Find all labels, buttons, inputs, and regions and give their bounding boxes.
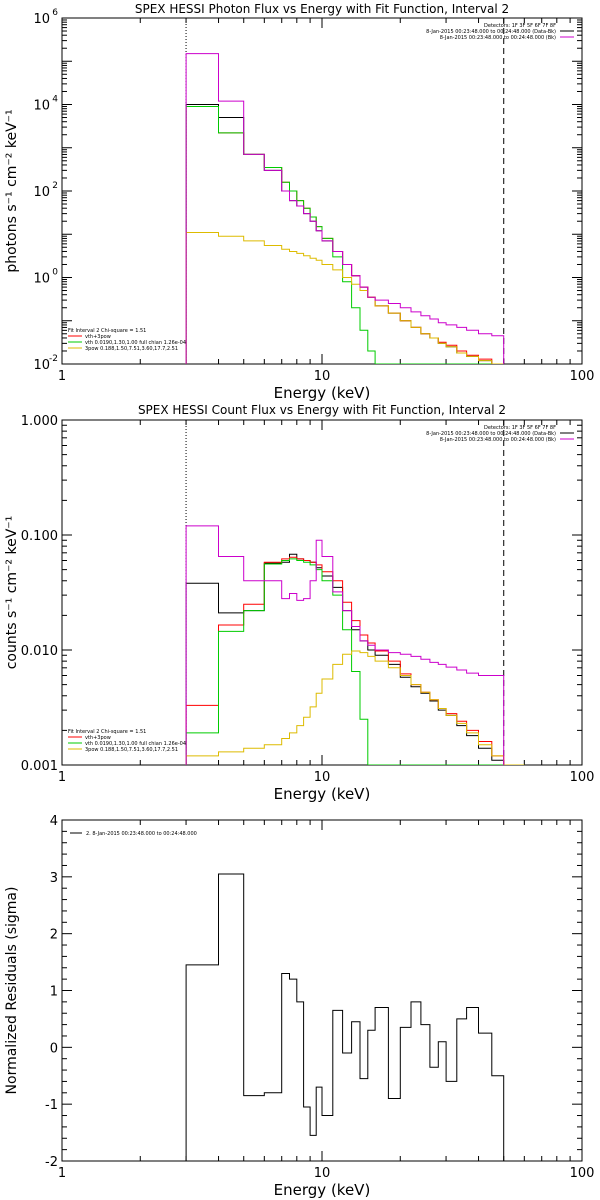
series-data-bk — [185, 553, 505, 765]
legend-entry: Fit Interval 2 Chi-square = 1.51 — [68, 328, 146, 334]
count-flux-panel: SPEX HESSI Count Flux vs Energy with Fit… — [4, 403, 594, 803]
series-group — [185, 525, 525, 765]
legend-entry: Detectors: 1F 3F 5F 6F 7F 8F — [484, 23, 556, 29]
y-tick-label: 3 — [50, 871, 58, 886]
y-axis-label: counts s⁻¹ cm⁻² keV⁻¹ — [4, 516, 20, 670]
y-tick-label: 0.010 — [21, 644, 58, 659]
legend-entry: vth+3pow — [85, 334, 111, 340]
y-tick-exponent: 0 — [52, 268, 58, 278]
x-tick-label: 100 — [570, 770, 595, 785]
y-tick-label: 2 — [50, 928, 58, 943]
legend-entry: Fit Interval 2 Chi-square = 1.51 — [68, 729, 146, 735]
y-tick-label: 10 — [33, 12, 50, 27]
y-tick-label: 1.000 — [21, 414, 58, 429]
chart-title: SPEX HESSI Photon Flux vs Energy with Fi… — [135, 2, 509, 16]
legend-entry: 8-Jan-2015 00:23:48.000 to 00:24:48.000 … — [426, 29, 556, 35]
series-bk — [185, 53, 505, 364]
x-axis-label: Energy (keV) — [274, 785, 371, 803]
y-tick-label: -1 — [45, 1098, 58, 1113]
y-tick-label: 10 — [33, 358, 50, 373]
x-tick-label: 10 — [314, 369, 331, 384]
y-tick-exponent: 6 — [52, 8, 58, 18]
legend-entry: vth 0.0190,1.30,1.00 full chian 1.26e-04 — [85, 741, 186, 747]
series-group — [185, 53, 505, 364]
series-residuals — [185, 873, 505, 1161]
legend-entry: 2. 8-Jan-2015 00:23:48.000 to 00:24:48.0… — [86, 831, 197, 837]
series-3pow — [185, 650, 525, 765]
series-vth — [185, 558, 525, 765]
legend-entry: 3pow 0.188,1.50,7.51,3.60,17.7,2.51 — [85, 346, 178, 352]
y-axis-label: Normalized Residuals (sigma) — [4, 887, 20, 1095]
x-axis-label: Energy (keV) — [274, 384, 371, 402]
x-tick-label: 100 — [570, 1166, 595, 1181]
x-axis-label: Energy (keV) — [274, 1181, 371, 1199]
series-group — [185, 873, 505, 1161]
series-bk — [185, 525, 505, 765]
series-vth-3pow — [185, 556, 505, 765]
legend-entry: vth 0.0190,1.30,1.00 full chian 1.26e-04 — [85, 340, 186, 346]
series-3pow — [185, 232, 504, 364]
y-tick-label: 4 — [50, 814, 58, 829]
y-tick-label: 1 — [50, 985, 58, 1000]
y-tick-label: -2 — [45, 1155, 58, 1170]
y-tick-label: 10 — [33, 185, 50, 200]
x-tick-label: 1 — [58, 770, 66, 785]
x-tick-label: 1 — [58, 369, 66, 384]
y-tick-label: 0.100 — [21, 529, 58, 544]
legend-entry: 3pow 0.188,1.50,7.51,3.60,17.7,2.51 — [85, 747, 178, 753]
y-tick-label: 0 — [50, 1041, 58, 1056]
x-tick-label: 1 — [58, 1166, 66, 1181]
y-axis-label: photons s⁻¹ cm⁻² keV⁻¹ — [4, 109, 20, 272]
legend-entry: 8-Jan-2015 00:23:48.000 to 00:24:48.000 … — [440, 437, 556, 443]
x-tick-label: 10 — [314, 770, 331, 785]
photon-flux-panel: SPEX HESSI Photon Flux vs Energy with Fi… — [4, 2, 594, 402]
residuals-panel: 1 10 100 -2 -1 0 1 2 3 4 Energy (keV) Normalized Re… — [4, 814, 594, 1199]
legend-entry: Detectors: 1F 3F 5F 6F 7F 8F — [484, 425, 556, 431]
x-tick-label: 100 — [570, 369, 595, 384]
y-tick-label: 10 — [33, 99, 50, 114]
y-tick-label: 0.001 — [21, 759, 58, 774]
y-tick-exponent: 4 — [52, 95, 58, 105]
y-tick-label: 10 — [33, 272, 50, 287]
legend-entry: vth+3pow — [85, 735, 111, 741]
legend-entry: 8-Jan-2015 00:23:48.000 to 00:24:48.000 … — [426, 431, 556, 437]
y-tick-exponent: -2 — [49, 354, 58, 364]
y-tick-exponent: 2 — [52, 181, 58, 191]
legend-entry: 8-Jan-2015 00:23:48.000 to 00:24:48.000 … — [440, 35, 556, 41]
chart-title: SPEX HESSI Count Flux vs Energy with Fit… — [138, 403, 506, 417]
x-tick-label: 10 — [314, 1166, 331, 1181]
